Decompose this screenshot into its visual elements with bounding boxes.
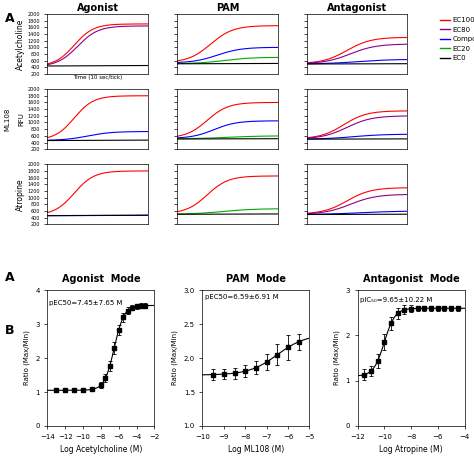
Text: A: A [5,12,14,25]
Y-axis label: Ratio (Max/Min): Ratio (Max/Min) [23,331,30,386]
Y-axis label: Acetylcholine: Acetylcholine [16,18,25,69]
Title: PAM: PAM [216,3,239,13]
X-axis label: Log Acetylcholine (M): Log Acetylcholine (M) [60,445,142,454]
Text: pIC₅₀=9.65±10.22 M: pIC₅₀=9.65±10.22 M [360,297,433,303]
Title: Agonist  Mode: Agonist Mode [62,274,140,284]
Title: Antagonist  Mode: Antagonist Mode [363,274,459,284]
Y-axis label: ML108

RFU: ML108 RFU [4,107,25,131]
X-axis label: Log ML108 (M): Log ML108 (M) [228,445,284,454]
Title: Agonist: Agonist [77,3,119,13]
Text: pEC50=6.59±6.91 M: pEC50=6.59±6.91 M [205,294,278,300]
Text: B: B [5,324,14,337]
Legend: EC100, EC80, Compound, EC20, EC0: EC100, EC80, Compound, EC20, EC0 [440,17,474,61]
Y-axis label: Ratio (Max/Min): Ratio (Max/Min) [333,331,340,386]
X-axis label: Log Atropine (M): Log Atropine (M) [379,445,443,454]
X-axis label: Time (10 sec/tick): Time (10 sec/tick) [73,75,122,81]
Y-axis label: Atropine: Atropine [16,178,25,211]
Text: pEC50=7.45±7.65 M: pEC50=7.45±7.65 M [49,300,123,307]
Title: PAM  Mode: PAM Mode [226,274,286,284]
Title: Antagonist: Antagonist [327,3,387,13]
Text: A: A [5,271,14,284]
Y-axis label: Ratio (Max/Min): Ratio (Max/Min) [172,331,178,386]
